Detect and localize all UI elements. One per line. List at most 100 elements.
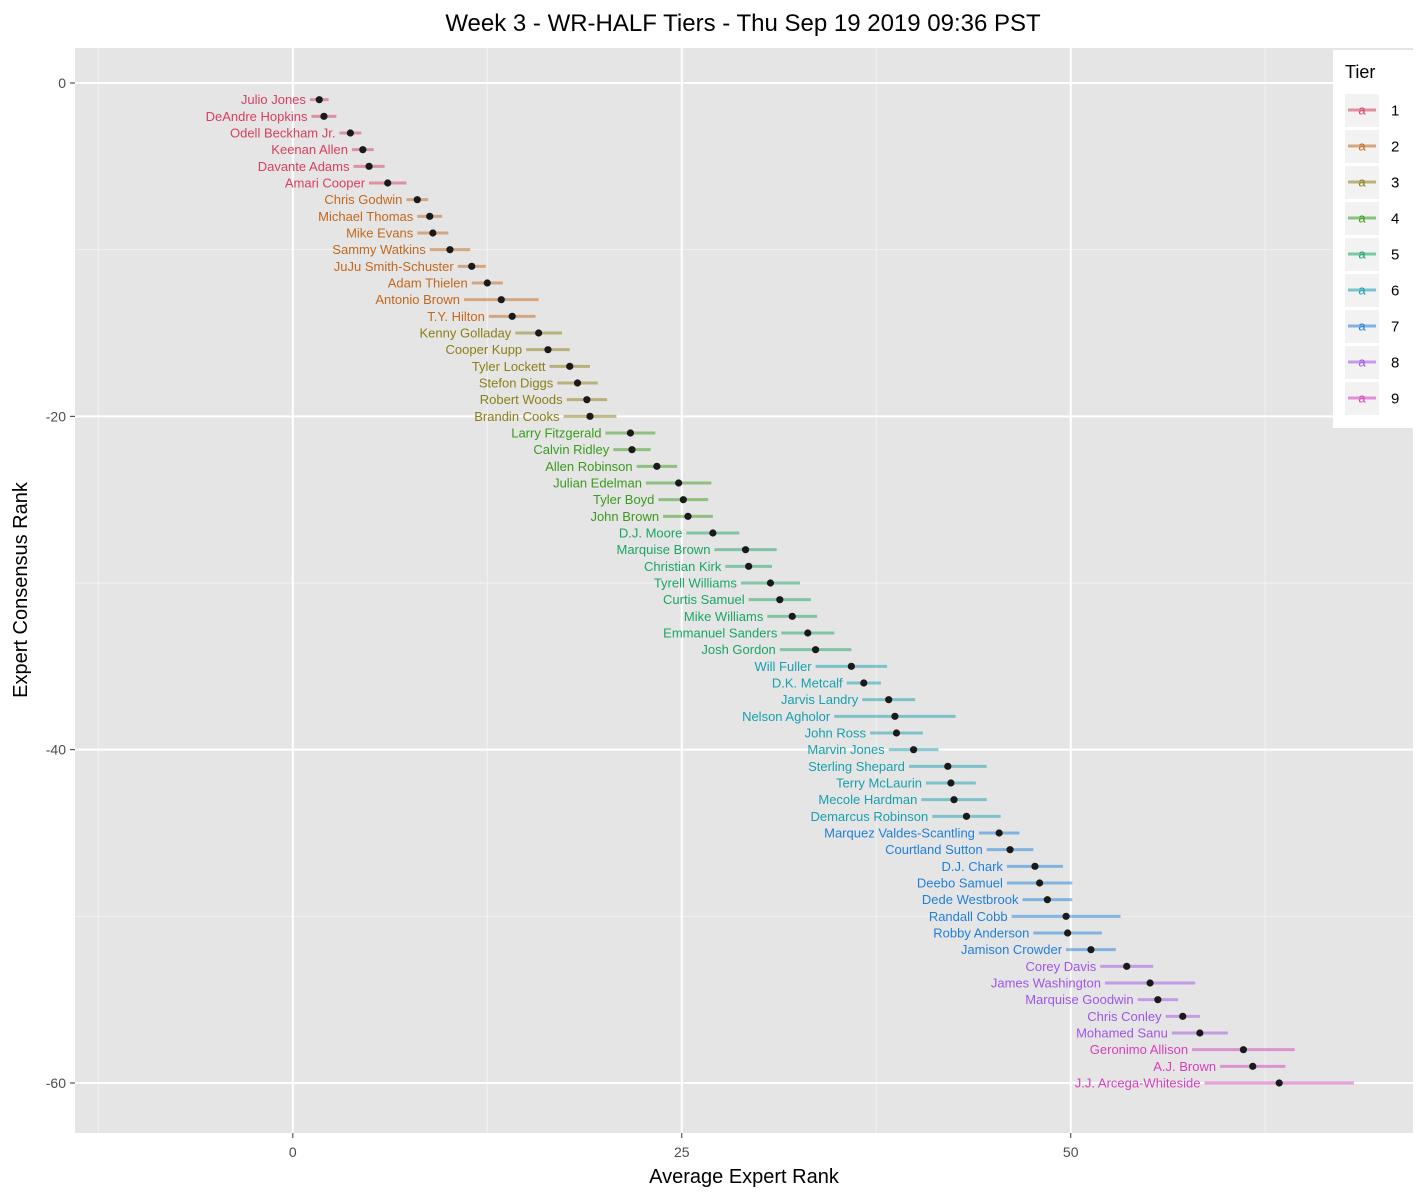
data-point [909, 746, 918, 754]
data-point [962, 812, 971, 820]
axis-ticks: 0 25 50 0 -20 -40 -60 [46, 75, 1079, 1160]
data-point [1146, 979, 1154, 987]
point-label: Chris Conley [1087, 1009, 1162, 1024]
point-label: Keenan Allen [271, 142, 348, 157]
data-point [384, 179, 392, 187]
data-point [788, 612, 796, 620]
data-point [1064, 929, 1072, 937]
plot-panel [75, 48, 1413, 1133]
legend-label: 7 [1391, 319, 1399, 336]
legend-key-glyph: a [1358, 319, 1366, 334]
legend-key-glyph: a [1358, 391, 1366, 406]
data-point [535, 329, 543, 337]
x-tick-label: 0 [289, 1144, 297, 1160]
legend-keys: a 1a 2a 3a 4a 5a 6a 7a 8a 9 [1345, 94, 1399, 415]
point-label: Tyler Lockett [472, 359, 546, 374]
legend-key-glyph: a [1358, 247, 1366, 262]
data-point [741, 546, 750, 554]
point-label: Julian Edelman [553, 476, 642, 491]
point-label: James Washington [991, 976, 1101, 991]
data-point [679, 496, 687, 504]
legend-key-glyph: a [1358, 211, 1366, 226]
major-grid [75, 48, 1413, 1133]
point-label: Odell Beckham Jr. [230, 126, 336, 141]
point-label: DeAndre Hopkins [206, 109, 308, 124]
point-label: Mohamed Sanu [1076, 1026, 1168, 1041]
data-point [1196, 1029, 1204, 1037]
point-label: Nelson Agholor [742, 709, 831, 724]
point-label: Chris Godwin [324, 192, 402, 207]
data-point [860, 679, 868, 687]
x-tick-label: 25 [674, 1144, 690, 1160]
x-tick-label: 50 [1063, 1144, 1079, 1160]
data-point [1062, 912, 1070, 920]
data-point [544, 346, 552, 354]
data-point [847, 662, 855, 670]
data-point [709, 529, 717, 537]
legend-label: 1 [1391, 103, 1399, 120]
legend-key-glyph: a [1358, 139, 1366, 154]
data-point [315, 96, 323, 104]
data-point [586, 412, 594, 420]
data-point [1031, 862, 1039, 870]
point-label: Mike Williams [684, 609, 764, 624]
point-label: Will Fuller [755, 659, 813, 674]
point-label: Marquez Valdes-Scantling [824, 826, 975, 841]
data-point [950, 796, 958, 804]
data-point [508, 312, 516, 320]
point-label: Sammy Watkins [332, 242, 426, 257]
point-label: Corey Davis [1025, 959, 1096, 974]
x-axis-title: Average Expert Rank [649, 1166, 840, 1188]
data-point [1179, 1012, 1187, 1020]
chart-title: Week 3 - WR-HALF Tiers - Thu Sep 19 2019… [445, 10, 1041, 37]
data-point [320, 112, 328, 120]
data-point [804, 629, 812, 637]
data-point [766, 579, 775, 587]
data-point [1006, 846, 1014, 854]
data-point [745, 562, 753, 570]
data-point [892, 729, 901, 737]
point-label: Amari Cooper [285, 176, 366, 191]
data-point [573, 379, 582, 387]
data-point [483, 279, 491, 287]
point-label: D.K. Metcalf [772, 676, 843, 691]
legend: Tier a 1a 2a 3a 4a 5a 6a 7a 8a 9 [1333, 50, 1415, 428]
data-point [346, 129, 354, 137]
data-point [365, 162, 373, 170]
legend-label: 4 [1391, 211, 1399, 228]
point-label: Robby Anderson [933, 926, 1029, 941]
point-label: Julio Jones [241, 92, 307, 107]
point-label: D.J. Moore [619, 526, 683, 541]
point-label: Curtis Samuel [663, 592, 745, 607]
point-label: Christian Kirk [644, 559, 722, 574]
legend-label: 8 [1391, 355, 1399, 372]
point-label: Mike Evans [346, 226, 414, 241]
data-point [995, 829, 1003, 837]
point-label: Demarcus Robinson [810, 809, 928, 824]
point-label: Deebo Samuel [917, 876, 1003, 891]
y-tick-label: -40 [46, 742, 66, 758]
point-label: Dede Westbrook [922, 892, 1019, 907]
point-label: Sterling Shepard [808, 759, 905, 774]
data-point [944, 762, 952, 770]
data-point [426, 212, 434, 220]
y-axis-title: Expert Consensus Rank [10, 481, 32, 698]
point-label: T.Y. Hilton [427, 309, 485, 324]
legend-label: 5 [1391, 247, 1399, 264]
legend-label: 6 [1391, 283, 1399, 300]
point-label: Marquise Brown [617, 542, 711, 557]
point-labels: Julio Jones DeAndre Hopkins Odell Beckham … [206, 92, 1216, 1090]
data-point [429, 229, 437, 237]
point-label: Randall Cobb [929, 909, 1008, 924]
data-point [1087, 946, 1095, 954]
data-point [885, 696, 893, 704]
legend-title: Tier [1345, 62, 1375, 82]
y-tick-label: -60 [46, 1075, 66, 1091]
point-label: Adam Thielen [388, 276, 468, 291]
data-point [1249, 1062, 1257, 1070]
data-point [468, 262, 476, 270]
